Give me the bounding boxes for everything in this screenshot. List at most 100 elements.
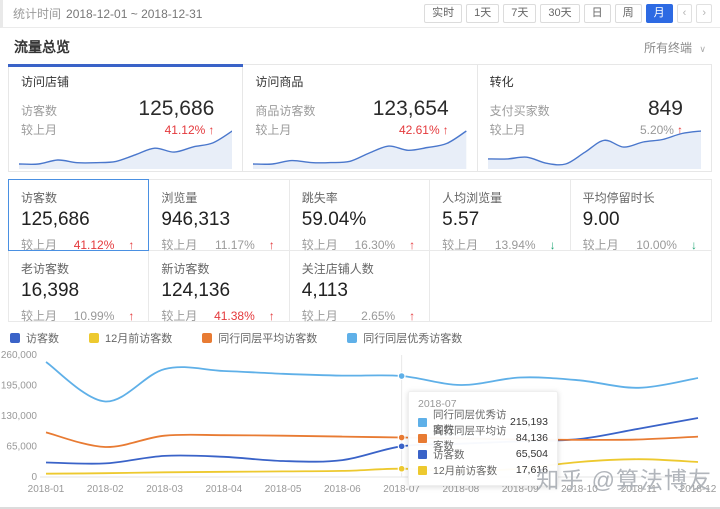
compare-label: 较上月 [442, 238, 479, 252]
metric-cell-shop-followers[interactable]: 关注店铺人数 4,113 较上月 2.65% ↑ [289, 251, 431, 323]
trend-up-icon: ↑ [409, 308, 416, 323]
legend-label: 同行同层优秀访客数 [363, 333, 463, 345]
date-range-value: 2018-12-01 ~ 2018-12-31 [66, 6, 203, 21]
metric-grid: 访客数 125,686 较上月 41.12% ↑ 浏览量 946,313 较上月… [7, 179, 712, 323]
card-tab-label: 访问店铺 [21, 75, 70, 89]
sparkline-chart [19, 130, 233, 169]
metric-label: 访客数 [21, 191, 58, 205]
tooltip-row: 12月前访客数 17,616 [418, 462, 548, 478]
metric-value: 9.00 [582, 209, 620, 230]
card-visit-shop[interactable]: 访问店铺 访客数 125,686 较上月 41.12% ↑ [7, 64, 244, 171]
range-week-button[interactable]: 周 [614, 4, 642, 23]
x-axis-tick: 2018-04 [205, 484, 242, 495]
y-axis-tick: 0 [31, 472, 37, 483]
legend-swatch-icon [418, 449, 427, 459]
metric-cell-views-per-visitor[interactable]: 人均浏览量 5.57 较上月 13.94% ↓ [430, 180, 571, 252]
line-chart-canvas[interactable]: 0 65,000 130,000 195,000 260,000 2018-01 2018-… [0, 347, 720, 507]
x-axis-tick: 2018-10 [561, 484, 598, 495]
card-metric-label: 支付买家数 [489, 104, 550, 118]
range-button-group: 实时 1天 7天 30天 日 周 月 ‹ › [420, 4, 712, 23]
legend-label: 12月前访客数 [105, 333, 173, 345]
compare-label: 较上月 [161, 309, 198, 323]
y-axis-tick: 195,000 [1, 381, 38, 392]
card-metric-value: 849 [647, 97, 683, 120]
metric-grid-empty [430, 251, 711, 321]
y-axis-tick: 65,000 [6, 442, 37, 453]
series-line [45, 417, 699, 465]
compare-percent: 10.99% [73, 308, 115, 323]
next-period-button[interactable]: › [696, 4, 712, 23]
legend-swatch-icon [418, 465, 427, 475]
compare-percent: 11.17% [214, 237, 255, 252]
metric-label: 关注店铺人数 [301, 262, 374, 276]
x-axis-tick: 2018-01 [28, 484, 65, 495]
compare-percent: 42.61% ↑ [398, 123, 449, 137]
card-conversion[interactable]: 转化 支付买家数 849 较上月 5.20% ↑ [478, 65, 711, 171]
range-7day-button[interactable]: 7天 [503, 4, 537, 23]
range-realtime-button[interactable]: 实时 [424, 4, 463, 23]
trend-up-icon: ↑ [208, 123, 215, 137]
compare-label: 较上月 [255, 123, 292, 137]
range-day-button[interactable]: 日 [583, 4, 611, 23]
trend-up-icon: ↑ [128, 237, 135, 252]
x-axis-tick: 2018-03 [146, 484, 183, 495]
metric-cell-returning-visitors[interactable]: 老访客数 16,398 较上月 10.99% ↑ [9, 251, 150, 323]
sparkline-chart [487, 130, 701, 169]
metric-label: 跳失率 [301, 191, 338, 205]
legend-item-peer-average[interactable]: 同行同层平均访客数 [202, 330, 317, 346]
trend-up-icon: ↑ [442, 123, 449, 137]
terminal-filter-dropdown[interactable]: 所有终端 ∨ [644, 39, 706, 56]
chevron-down-icon: ∨ [699, 43, 706, 54]
metric-cell-pageviews[interactable]: 浏览量 946,313 较上月 11.17% ↑ [149, 180, 290, 252]
range-month-button[interactable]: 月 [645, 4, 673, 23]
range-30day-button[interactable]: 30天 [540, 4, 580, 23]
compare-label: 较上月 [301, 309, 338, 323]
hover-point-marker [397, 433, 406, 442]
compare-label: 较上月 [21, 309, 58, 323]
metric-label: 新访客数 [161, 262, 210, 276]
trend-line-chart[interactable]: 0 65,000 130,000 195,000 260,000 2018-01 2018-… [0, 347, 720, 507]
tooltip-row: 同行同层优秀访客数 215,193 [418, 409, 548, 436]
stat-time-label: 统计时间 [13, 7, 62, 21]
metric-value: 16,398 [21, 280, 80, 301]
metric-cell-new-visitors[interactable]: 新访客数 124,136 较上月 41.38% ↑ [149, 251, 290, 323]
metric-label: 平均停留时长 [582, 191, 655, 205]
x-axis-tick: 2018-09 [502, 484, 539, 495]
metric-label: 人均浏览量 [442, 191, 503, 205]
compare-label: 较上月 [489, 123, 526, 137]
range-1day-button[interactable]: 1天 [466, 4, 500, 23]
overview-cards: 访问店铺 访客数 125,686 较上月 41.12% ↑ 访问商品 商品访客数 … [7, 64, 712, 172]
compare-label: 较上月 [301, 238, 338, 252]
metric-label: 浏览量 [161, 191, 198, 205]
card-metric-label: 商品访客数 [255, 104, 316, 118]
card-tab-label: 转化 [489, 75, 514, 89]
metric-value: 124,136 [161, 280, 231, 301]
trend-down-icon: ↓ [690, 237, 697, 252]
card-visit-item[interactable]: 访问商品 商品访客数 123,654 较上月 42.61% ↑ [243, 65, 478, 171]
section-header: 流量总览 所有终端 ∨ [0, 28, 720, 64]
tooltip-row: 访客数 65,504 [418, 446, 548, 462]
legend-item-visitors[interactable]: 访客数 [10, 330, 59, 346]
card-metric-value: 125,686 [138, 97, 215, 120]
compare-percent: 41.12% ↑ [164, 123, 215, 137]
metric-value: 59.04% [301, 209, 367, 230]
metric-cell-visitors[interactable]: 访客数 125,686 较上月 41.12% ↑ [7, 179, 150, 252]
metric-cell-avg-stay-time[interactable]: 平均停留时长 9.00 较上月 10.00% ↓ [570, 180, 711, 252]
legend-label: 同行同层平均访客数 [218, 333, 318, 345]
tooltip-title: 2018-07 [418, 398, 457, 410]
trend-up-icon: ↑ [128, 308, 135, 323]
legend-item-peer-excellent[interactable]: 同行同层优秀访客数 [347, 330, 462, 346]
x-axis-tick: 2018-06 [324, 484, 361, 495]
compare-label: 较上月 [21, 238, 58, 252]
prev-period-button[interactable]: ‹ [676, 4, 693, 23]
legend-item-pre-december-visitors[interactable]: 12月前访客数 [89, 330, 172, 346]
metric-value: 946,313 [161, 209, 231, 230]
metric-row-2: 老访客数 16,398 较上月 10.99% ↑ 新访客数 124,136 较上… [9, 251, 711, 323]
card-metric-label: 访客数 [21, 104, 58, 118]
x-axis-tick: 2018-08 [443, 484, 480, 495]
series-line [45, 431, 699, 448]
trend-up-icon: ↑ [409, 237, 416, 252]
legend-swatch-icon [347, 333, 358, 343]
metric-cell-bounce-rate[interactable]: 跳失率 59.04% 较上月 16.30% ↑ [289, 180, 431, 252]
